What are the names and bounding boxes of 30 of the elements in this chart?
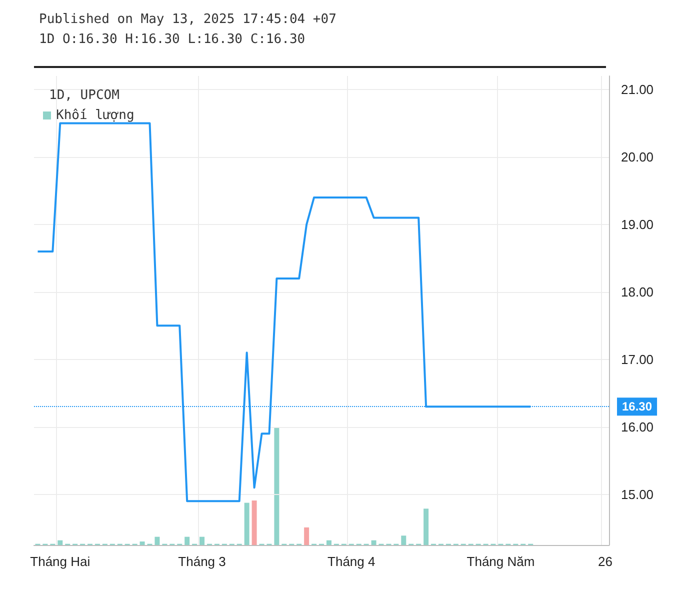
y-tick-label: 19.00 — [621, 216, 654, 232]
x-tick-label: 26 — [598, 554, 612, 569]
x-tick-label: Tháng Hai — [30, 554, 90, 569]
y-tick-label: 20.00 — [621, 149, 654, 164]
y-tick-label: 18.00 — [621, 284, 654, 300]
bar — [252, 500, 257, 545]
x-tick-label: Tháng 3 — [178, 554, 226, 569]
legend-label: Khối lượng — [56, 108, 134, 123]
bar — [58, 540, 63, 545]
bar — [326, 540, 332, 545]
x-tick-label: Tháng 4 — [328, 554, 376, 569]
ref-line-label: 16.30 — [622, 400, 652, 414]
y-tick-label: 17.00 — [621, 352, 654, 367]
bar — [401, 536, 406, 545]
bar — [304, 527, 310, 545]
text: Published on May 13, 2025 17:45:04 +07 — [39, 12, 336, 27]
bar — [371, 540, 376, 545]
bar — [274, 428, 280, 545]
bar — [140, 541, 145, 545]
y-tick-label: 15.00 — [621, 486, 654, 502]
bar — [154, 536, 160, 545]
bar — [200, 536, 205, 545]
x-tick-label: Tháng Năm — [466, 554, 535, 569]
chart-subtitle: 1D O:16.30 H:16.30 L:16.30 C:16.30 — [39, 32, 306, 47]
bar — [424, 508, 429, 545]
y-tick-label: 21.00 — [621, 82, 654, 97]
bar — [184, 536, 190, 545]
text: 1D, UPCOM — [49, 88, 120, 103]
y-tick-label: 16.00 — [621, 419, 654, 434]
bar — [244, 502, 250, 545]
